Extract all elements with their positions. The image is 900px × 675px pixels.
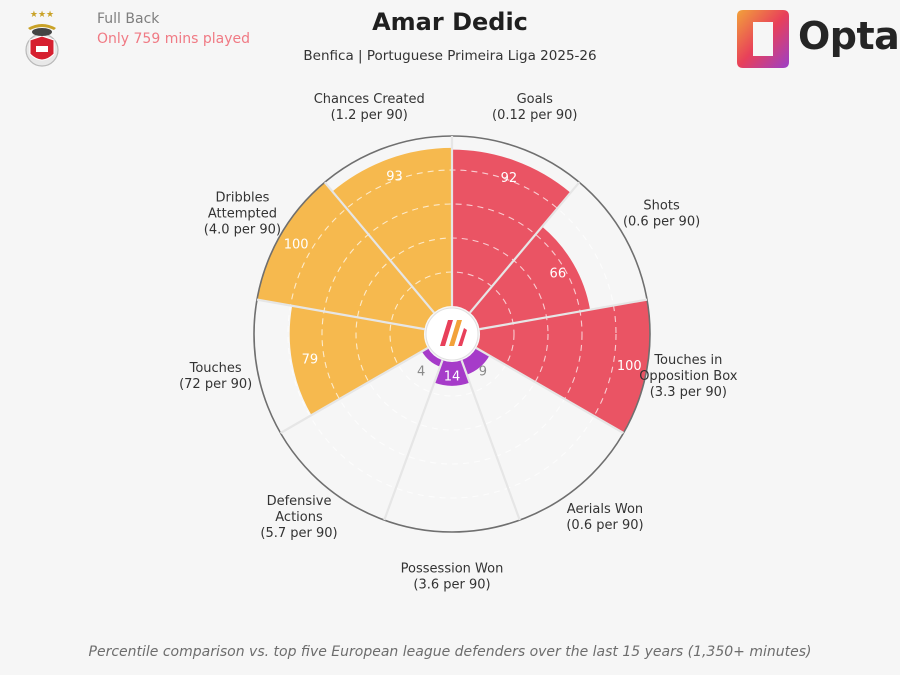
center-logo-icon [440, 320, 467, 346]
position-label: Full Back [97, 11, 160, 27]
value-label: 92 [501, 171, 518, 186]
grid-spoke [383, 359, 444, 521]
category-label: Dribbles [215, 191, 269, 206]
category-label: (1.2 per 90) [331, 108, 408, 123]
bar-possession-won [434, 360, 470, 386]
category-label: (0.6 per 90) [566, 518, 643, 533]
category-label: (72 per 90) [179, 377, 252, 392]
category-label: (0.6 per 90) [623, 215, 700, 230]
value-label: 9 [479, 364, 487, 379]
category-label: (5.7 per 90) [260, 526, 337, 541]
category-label: Attempted [208, 207, 277, 222]
grid-spoke [323, 181, 435, 314]
category-label: Touches [189, 361, 242, 376]
opta-brand-text: Opta [798, 14, 900, 58]
footer-note: Percentile comparison vs. top five Europ… [88, 644, 812, 660]
category-label: Goals [517, 92, 554, 107]
category-label: Defensive [267, 494, 332, 509]
bar-chances-created [332, 147, 452, 313]
grid-spoke [460, 359, 521, 521]
grid-spoke [475, 347, 625, 434]
grid-spoke [469, 181, 581, 314]
value-label: 93 [386, 170, 403, 185]
grid-ring [321, 203, 583, 465]
category-label: Actions [275, 510, 323, 525]
center-hub [425, 307, 479, 361]
grid-spoke [256, 298, 425, 331]
svg-text:★★★: ★★★ [30, 10, 54, 20]
category-label: Chances Created [314, 92, 425, 107]
value-label: 79 [302, 353, 319, 368]
category-label: (3.3 per 90) [650, 385, 727, 400]
category-label: Touches in [653, 353, 722, 368]
grid-spoke [279, 347, 429, 434]
category-label: Possession Won [401, 562, 504, 577]
opta-logo-icon [737, 10, 789, 68]
value-label: 66 [550, 266, 567, 281]
value-label: 100 [617, 359, 642, 374]
value-label: 14 [444, 369, 461, 384]
club-crest-icon: ★★★ [25, 10, 59, 67]
bar-goals [452, 149, 571, 313]
category-label: (4.0 per 90) [204, 223, 281, 238]
bar-aerials-won [461, 348, 490, 375]
value-label: 4 [417, 364, 425, 379]
bar-dribbles-attempted [257, 182, 435, 330]
category-label: (0.12 per 90) [492, 108, 578, 123]
minutes-played-note: Only 759 mins played [97, 31, 250, 47]
category-label: (3.6 per 90) [413, 578, 490, 593]
player-name-title: Amar Dedic [372, 8, 528, 36]
category-label: Shots [643, 199, 680, 214]
bar-defensive-actions [421, 348, 443, 367]
bar-touches-in-opposition-box [476, 299, 650, 433]
grid-spoke [479, 298, 648, 331]
category-label: Aerials Won [567, 502, 643, 517]
category-label: Opposition Box [639, 369, 738, 384]
chart-subtitle: Benfica | Portuguese Primeira Liga 2025-… [303, 48, 597, 64]
value-label: 100 [284, 238, 309, 253]
bar-touches [289, 305, 428, 416]
